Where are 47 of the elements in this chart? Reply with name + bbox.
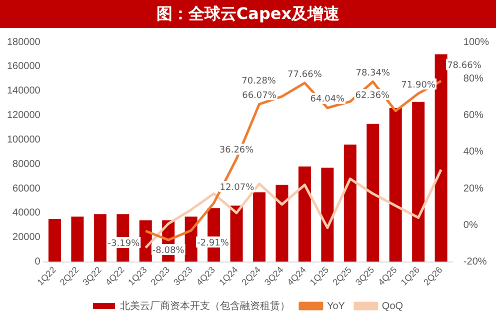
y-tick-label: 140000 xyxy=(6,86,41,97)
data-label: -2.91% xyxy=(197,238,230,248)
data-label: 12.07% xyxy=(220,182,255,193)
y2-tick-label: -20% xyxy=(463,256,487,268)
y-tick-label: 120000 xyxy=(6,110,41,122)
bar xyxy=(321,168,334,262)
y-tick-label: 0 xyxy=(34,256,41,268)
y-tick-label: 20000 xyxy=(12,232,41,244)
data-label: -8.08% xyxy=(152,246,185,256)
bar xyxy=(230,206,243,262)
y-tick-label: 40000 xyxy=(12,208,41,219)
y2-tick-label: 20% xyxy=(463,183,484,194)
data-label: 36.26% xyxy=(219,146,254,156)
bar xyxy=(412,102,425,262)
data-label: 66.07% xyxy=(242,90,277,101)
bar xyxy=(434,54,448,262)
data-label: 62.36% xyxy=(355,90,390,101)
y-tick-label: 60000 xyxy=(12,183,41,194)
bar xyxy=(253,192,266,262)
bar xyxy=(389,108,402,262)
data-label: 77.66% xyxy=(288,70,322,80)
legend-label: YoY xyxy=(326,300,346,312)
chart-title: 图：全球云Capex及增速 xyxy=(0,0,496,28)
data-label: 71.90% xyxy=(401,80,436,90)
bar xyxy=(71,216,84,262)
bar xyxy=(344,144,356,262)
y-tick-label: 160000 xyxy=(6,61,41,72)
y-tick-label: 80000 xyxy=(12,158,41,170)
bar xyxy=(366,124,380,262)
y2-tick-label: 100% xyxy=(463,36,490,48)
bar xyxy=(276,184,288,262)
y2-tick-label: 60% xyxy=(463,110,484,122)
bar xyxy=(94,214,106,262)
y-tick-label: 100000 xyxy=(6,134,41,146)
legend-label: 北美云厂商资本开支（包含融资租赁） xyxy=(120,300,290,312)
y2-tick-label: 0% xyxy=(463,220,478,231)
bar xyxy=(298,166,311,262)
y2-tick-label: 80% xyxy=(463,73,484,84)
data-label: 78.34% xyxy=(356,68,390,79)
bar xyxy=(48,219,61,262)
data-label: 70.28% xyxy=(242,76,276,86)
legend-label: QoQ xyxy=(382,300,404,312)
data-label: 64.04% xyxy=(310,94,346,105)
y-tick-label: 180000 xyxy=(6,36,41,48)
y2-tick-label: 40% xyxy=(463,146,484,158)
data-label: 78.66% xyxy=(447,60,482,71)
data-label: -3.19% xyxy=(108,238,140,249)
